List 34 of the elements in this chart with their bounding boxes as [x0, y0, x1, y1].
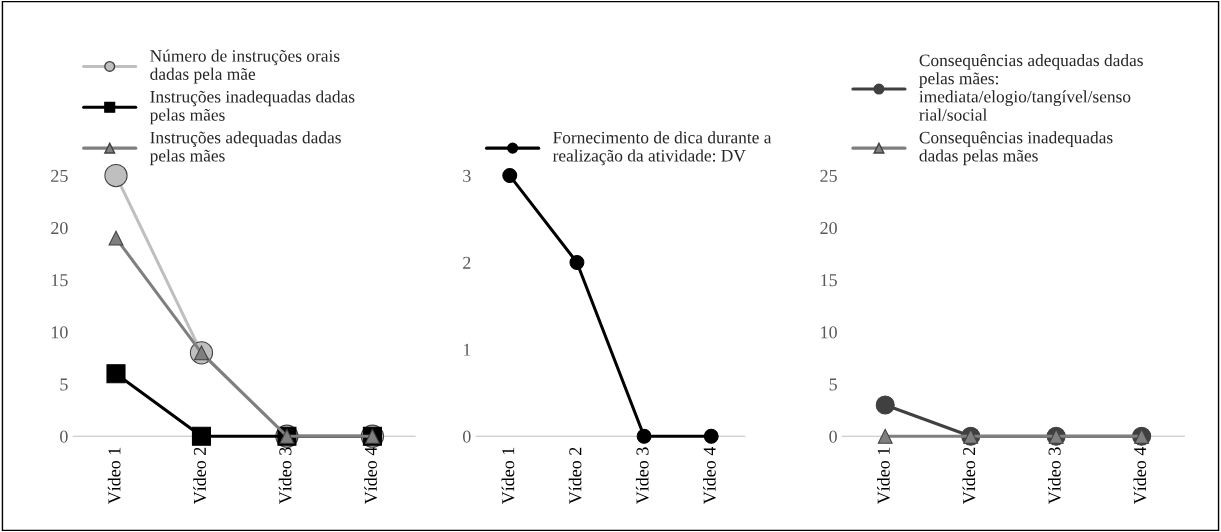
y-tick-label: 15 — [51, 274, 68, 287]
y-tick-label: 10 — [821, 326, 837, 339]
legend-label: Número de instruções orais dadas pela mãe — [150, 49, 340, 84]
y-tick-label: 25 — [51, 169, 68, 182]
y-tick-label: 0 — [60, 430, 68, 443]
x-tick-label: Vídeo 3 — [635, 447, 649, 505]
legend-label: Instruções adequadas dadas pelas mães — [149, 131, 341, 166]
legend-label: Consequências inadequadas dadas pelas mães — [919, 131, 1113, 166]
y-tick-label: 2 — [463, 256, 471, 269]
x-tick-label: Vídeo 3 — [278, 447, 292, 505]
y-tick-label: 10 — [51, 326, 68, 339]
x-tick-label: Vídeo 1 — [877, 447, 890, 505]
y-tick-label: 1 — [463, 343, 471, 356]
y-tick-label: 0 — [462, 430, 471, 443]
x-tick-label: Vídeo 4 — [1133, 446, 1147, 505]
y-tick-label: 3 — [463, 169, 471, 182]
x-tick-label: Vídeo 2 — [568, 447, 582, 505]
y-tick-label: 15 — [821, 274, 837, 287]
x-tick-label: Vídeo 4 — [364, 446, 378, 505]
legend-label: Instruções inadequadas dadas pelas mães — [149, 90, 355, 125]
x-tick-label: Vídeo 4 — [703, 446, 716, 505]
x-tick-label: Vídeo 2 — [962, 447, 976, 505]
legend-label: Fornecimento de dica durante a realização da atividade: DV — [552, 131, 772, 166]
y-tick-label: 20 — [820, 221, 837, 235]
x-tick-label: Vídeo 3 — [1047, 447, 1061, 505]
y-tick-label: 0 — [829, 430, 837, 443]
x-tick-label: Vídeo 2 — [193, 447, 207, 505]
x-tick-label: Vídeo 1 — [501, 447, 515, 505]
y-tick-label: 5 — [60, 378, 68, 391]
x-tick-label: Vídeo 1 — [107, 447, 121, 505]
legend-label: Consequências adequadas dadas pelas mães: imediata/elogio/tangível/sensorial/social — [919, 53, 1143, 121]
y-tick-label: 20 — [51, 221, 68, 235]
y-tick-label: 5 — [829, 378, 837, 391]
y-tick-label: 25 — [820, 169, 837, 182]
